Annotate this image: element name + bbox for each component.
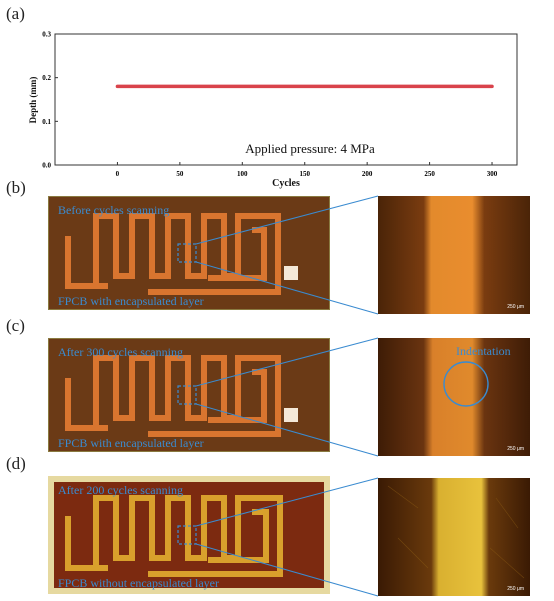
x-tick-label: 50	[176, 170, 184, 178]
before-top-label: Before cycles scanning	[58, 203, 170, 217]
indentation-label: Indentation	[456, 344, 511, 358]
bare-top-label: After 200 cycles scanning	[58, 483, 183, 497]
y-tick-label: 0.2	[42, 74, 51, 82]
after-top-label: After 300 cycles scanning	[58, 345, 183, 359]
x-tick-label: 300	[487, 170, 498, 178]
depth-vs-cycles-chart: 0 50 100 150 200 250 300 0.0 0.1 0.2 0.3 Applied …	[28, 31, 518, 189]
x-tick-label: 150	[299, 170, 310, 178]
zoom-image-after	[378, 338, 530, 456]
x-tick-label: 200	[362, 170, 373, 178]
y-tick-label: 0.0	[42, 162, 51, 170]
zoom-photo-before: 250 μm	[378, 196, 530, 314]
x-tick-label: 0	[116, 170, 120, 178]
x-tick-label: 250	[424, 170, 435, 178]
y-tick-label: 0.3	[42, 31, 51, 39]
after-bottom-label: FPCB with encapsulated layer	[58, 436, 204, 450]
y-tick-label: 0.1	[42, 118, 51, 126]
panel-label-c: (c)	[6, 316, 25, 335]
bare-bottom-label: FPCB without encapsulated layer	[58, 576, 219, 590]
scale-bar-label-d: 250 μm	[507, 586, 524, 592]
panel-label-d: (d)	[6, 454, 26, 473]
zoom-photo-after-bare: 250 μm	[378, 478, 530, 596]
x-tick-label: 100	[237, 170, 248, 178]
zoom-image-before	[378, 196, 530, 314]
zoom-image-bare	[378, 478, 530, 596]
indentation-circle	[443, 361, 489, 407]
before-bottom-label: FPCB with encapsulated layer	[58, 294, 204, 308]
panel-label-a: (a)	[6, 4, 25, 23]
scale-bar-label-c: 250 μm	[507, 446, 524, 452]
chart-annotation: Applied pressure: 4 MPa	[245, 141, 375, 156]
fpcb-photo-before: Before cycles scanning FPCB with encapsu…	[48, 196, 330, 310]
y-axis-ticks: 0.0 0.1 0.2 0.3	[42, 31, 58, 170]
zoom-photo-after-encapsulated: Indentation 250 μm	[378, 338, 530, 456]
plot-frame	[54, 33, 518, 166]
scale-bar-label-b: 250 μm	[507, 304, 524, 310]
fpcb-photo-after-encapsulated: After 300 cycles scanning FPCB with enca…	[48, 338, 330, 452]
panel-label-b: (b)	[6, 178, 26, 197]
y-axis-label: Depth (mm)	[28, 77, 38, 124]
fpcb-photo-after-bare: After 200 cycles scanning FPCB without e…	[48, 476, 330, 594]
x-axis-label: Cycles	[272, 178, 300, 189]
x-axis-ticks: 0 50 100 150 200 250 300	[116, 162, 498, 178]
